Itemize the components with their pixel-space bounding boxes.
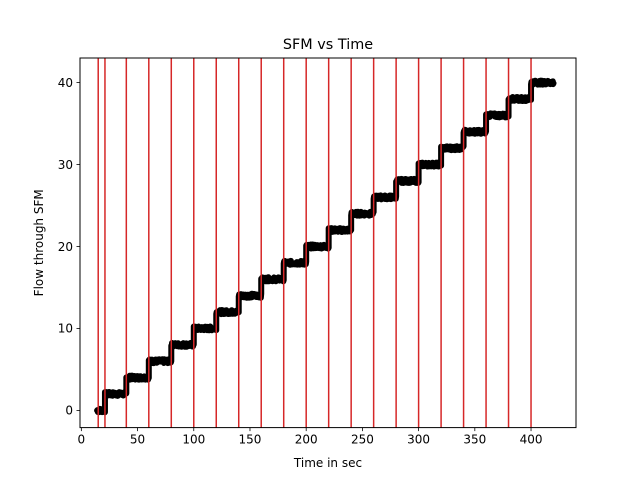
y-tick-label: 20 — [58, 240, 73, 254]
x-axis-label: Time in sec — [293, 456, 362, 470]
y-tick-label: 30 — [58, 158, 73, 172]
x-tick-label: 250 — [351, 433, 374, 447]
data-layer — [94, 77, 557, 416]
plot-area — [79, 57, 577, 429]
plot-frame — [79, 57, 577, 429]
x-tick-label: 200 — [295, 433, 318, 447]
x-tick-label: 100 — [182, 433, 205, 447]
y-axis-ticks: 0 10 20 30 40 — [58, 76, 80, 418]
y-tick-label: 40 — [58, 76, 73, 90]
x-tick-label: 350 — [463, 433, 486, 447]
x-axis-ticks: 0 50 100 150 200 250 300 350 400 — [78, 427, 543, 447]
x-tick-label: 400 — [520, 433, 543, 447]
chart-title: SFM vs Time — [283, 37, 373, 53]
x-tick-label: 0 — [78, 433, 86, 447]
y-tick-label: 10 — [58, 322, 73, 336]
y-tick-label: 0 — [65, 404, 73, 418]
x-tick-label: 300 — [407, 433, 430, 447]
x-tick-label: 50 — [130, 433, 145, 447]
series-line — [94, 77, 557, 416]
y-axis-label: Flow through SFM — [32, 189, 46, 296]
x-tick-label: 150 — [239, 433, 262, 447]
event-lines — [97, 58, 532, 428]
